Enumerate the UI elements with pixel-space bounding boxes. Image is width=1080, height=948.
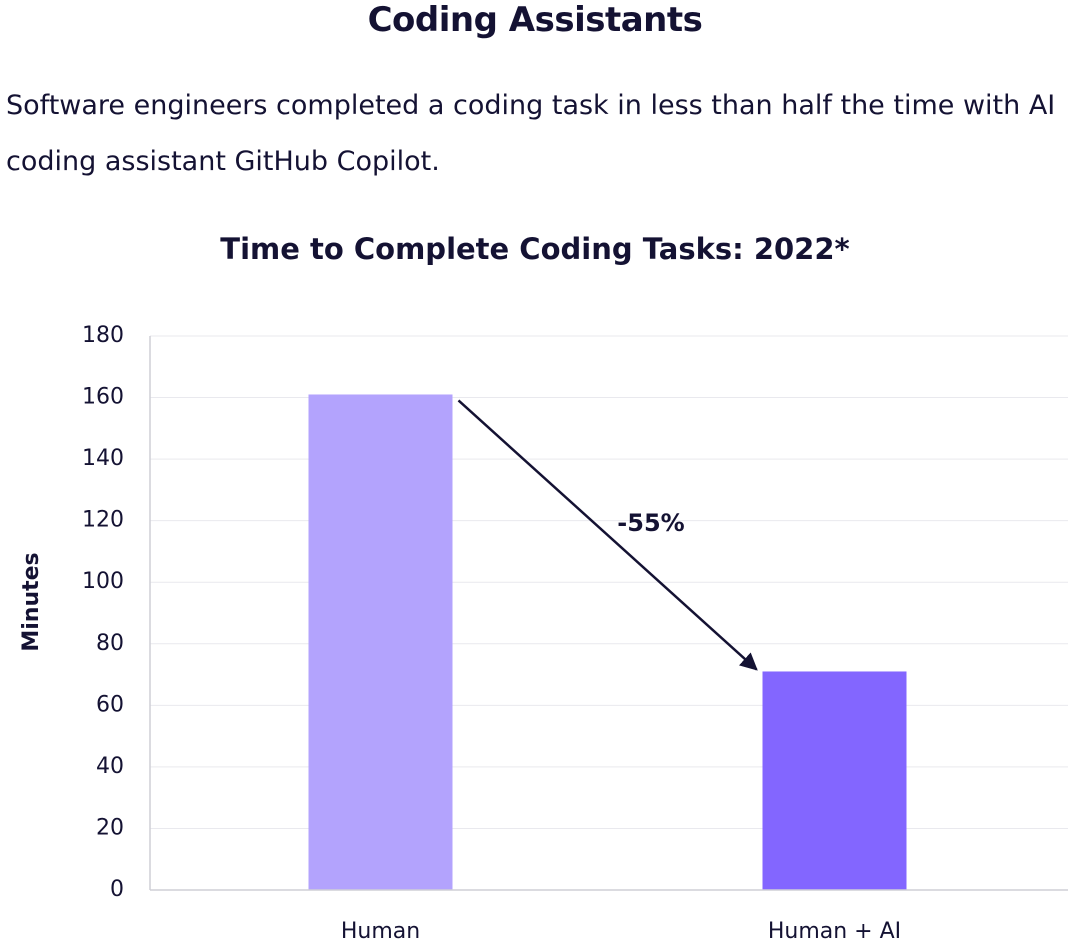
y-axis-label: Minutes — [19, 552, 44, 651]
chart-title: Time to Complete Coding Tasks: 2022* — [220, 232, 850, 266]
intro-line-2: coding assistant GitHub Copilot. — [6, 146, 440, 177]
y-axis-ticks: 0 20 40 60 80 100 120 140 160 180 — [82, 323, 124, 902]
y-tick-label: 120 — [82, 508, 124, 533]
x-tick-label: Human + AI — [768, 919, 901, 944]
bar-human — [308, 394, 453, 890]
y-tick-label: 80 — [96, 631, 124, 656]
decrease-arrow — [457, 399, 758, 671]
y-tick-label: 20 — [96, 815, 124, 840]
y-tick-label: 60 — [96, 692, 124, 717]
x-axis-ticks: Human Human + AI — [341, 919, 901, 944]
y-tick-label: 160 — [82, 385, 124, 410]
x-tick-label: Human — [341, 919, 420, 944]
annotation-group: -55% — [457, 399, 758, 671]
y-tick-label: 140 — [82, 446, 124, 471]
bar-human-ai — [762, 671, 907, 890]
y-tick-label: 0 — [110, 877, 124, 902]
intro-line-1: Software engineers completed a coding ta… — [6, 90, 1056, 121]
y-tick-label: 100 — [82, 569, 124, 594]
y-tick-label: 40 — [96, 754, 124, 779]
intro-text: Software engineers completed a coding ta… — [6, 78, 1080, 190]
gridlines — [150, 335, 1068, 829]
y-tick-label: 180 — [82, 323, 124, 348]
percent-change-label: -55% — [617, 509, 684, 537]
bars — [308, 394, 907, 890]
page-title: Coding Assistants — [367, 0, 703, 40]
